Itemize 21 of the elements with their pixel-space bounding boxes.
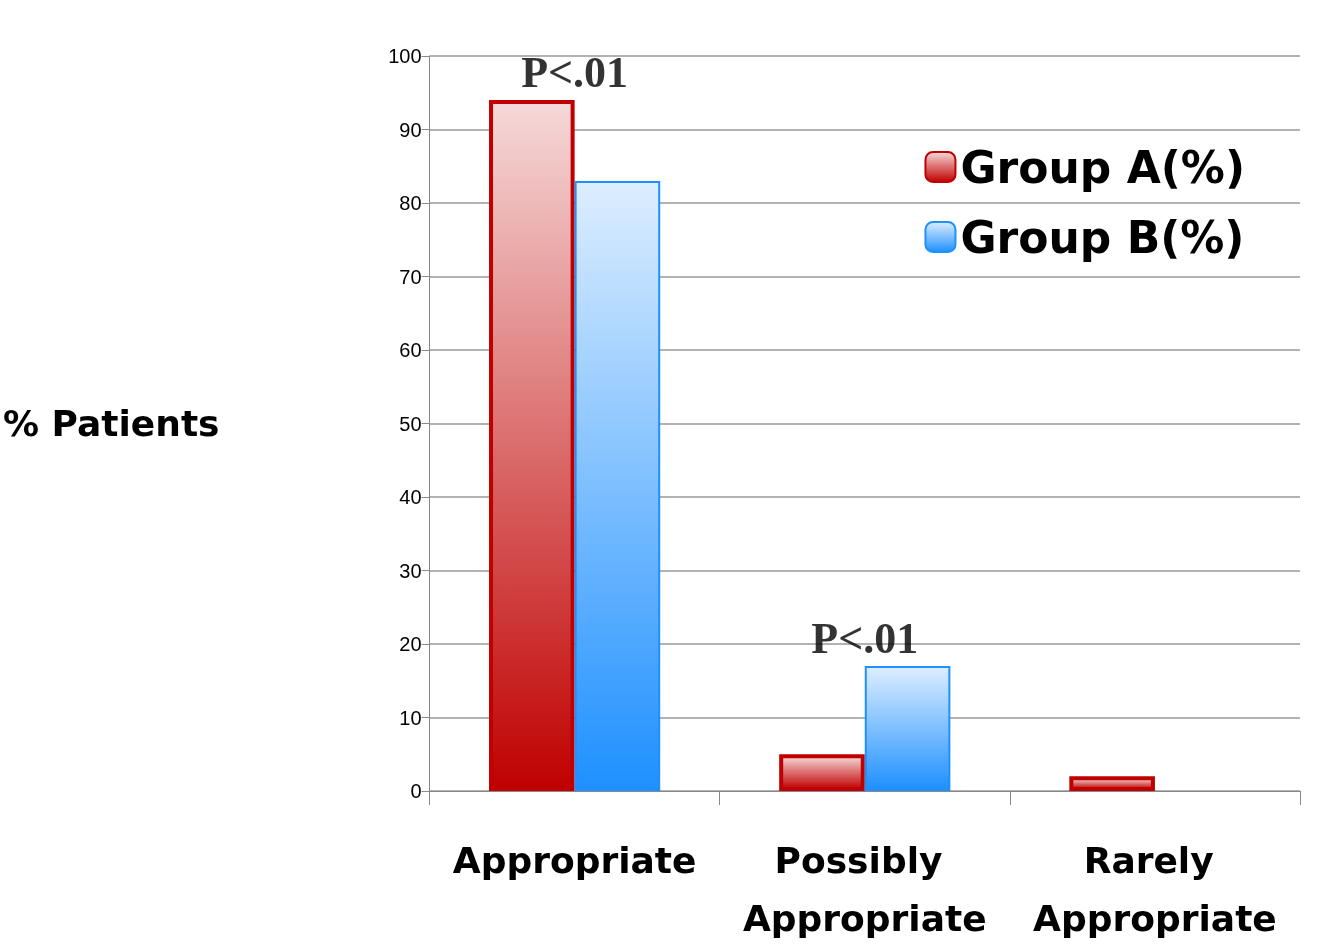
y-tick-label: 60 xyxy=(399,339,422,361)
y-tick-label: 40 xyxy=(399,486,422,508)
legend-label: Group A(%) xyxy=(960,141,1246,193)
annotation: P<.01 xyxy=(521,47,629,97)
y-tick-label: 30 xyxy=(399,559,422,582)
y-tick-label: 10 xyxy=(399,706,422,729)
x-tick-label: Appropriate xyxy=(452,839,697,881)
y-tick-label: 80 xyxy=(399,192,422,214)
y-tick-label: 20 xyxy=(399,633,422,655)
bar xyxy=(864,666,951,791)
y-tick-label: 70 xyxy=(399,265,422,288)
y-tick-label: 50 xyxy=(399,412,422,435)
y-tick-label: 90 xyxy=(399,118,422,141)
y-tick-label: 100 xyxy=(388,45,422,67)
x-tick-label: Rarely Appropriate xyxy=(1033,839,1277,939)
annotation: P<.01 xyxy=(811,613,919,663)
legend-label: Group B(%) xyxy=(960,211,1245,263)
y-axis-title: % Patients xyxy=(3,403,220,444)
y-tick-label: 0 xyxy=(410,780,422,802)
x-tick-label: Possibly Appropriate xyxy=(742,839,987,939)
bar xyxy=(574,180,661,791)
